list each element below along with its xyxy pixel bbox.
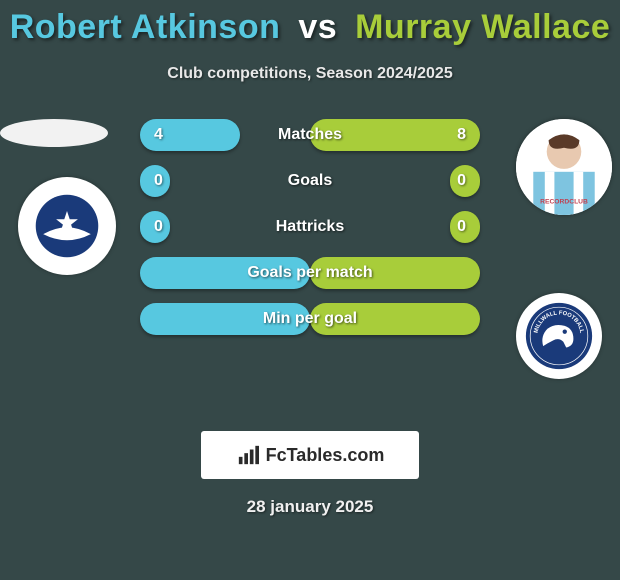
stat-row: 0 0Hattricks <box>140 211 480 243</box>
stat-bar-right <box>310 303 480 335</box>
watermark-text: FcTables.com <box>266 445 385 466</box>
stat-bar-right: 0 <box>450 165 480 197</box>
player2-name: Murray Wallace <box>355 8 610 46</box>
stat-bar-left: 4 <box>140 119 240 151</box>
stat-row: 0 0Goals <box>140 165 480 197</box>
stat-row: 48Matches <box>140 119 480 151</box>
player1-club-logo <box>18 177 116 275</box>
stat-row: Goals per match <box>140 257 480 289</box>
stat-bar-right <box>310 257 480 289</box>
player1-photo-placeholder <box>0 119 108 147</box>
portsmouth-crest-icon <box>33 192 101 260</box>
stat-bars: 48Matches00Goals00HattricksGoals per mat… <box>140 119 480 349</box>
stat-bar-left <box>140 257 310 289</box>
snapshot-date: 28 january 2025 <box>0 497 620 517</box>
player1-name: Robert Atkinson <box>10 8 281 46</box>
stat-bar-right: 0 <box>450 211 480 243</box>
subtitle: Club competitions, Season 2024/2025 <box>0 65 620 83</box>
stat-bar-right: 8 <box>310 119 480 151</box>
stat-row: Min per goal <box>140 303 480 335</box>
stat-label: Hattricks <box>140 211 480 243</box>
stat-label: Goals <box>140 165 480 197</box>
comparison-content: RECORDCLUB MILLWALL FOOTBALL 48Matches00… <box>0 119 620 419</box>
vs-text: vs <box>298 8 337 46</box>
watermark-badge: FcTables.com <box>201 431 419 479</box>
stat-bar-left: 0 <box>140 165 170 197</box>
player2-club-logo: MILLWALL FOOTBALL <box>516 293 602 379</box>
comparison-title: Robert Atkinson vs Murray Wallace <box>0 0 620 47</box>
chart-icon <box>236 444 260 466</box>
millwall-crest-icon: MILLWALL FOOTBALL <box>523 300 595 372</box>
stat-bar-left: 0 <box>140 211 170 243</box>
svg-text:RECORDCLUB: RECORDCLUB <box>540 198 588 205</box>
stat-bar-left <box>140 303 310 335</box>
player2-photo: RECORDCLUB <box>516 119 612 215</box>
